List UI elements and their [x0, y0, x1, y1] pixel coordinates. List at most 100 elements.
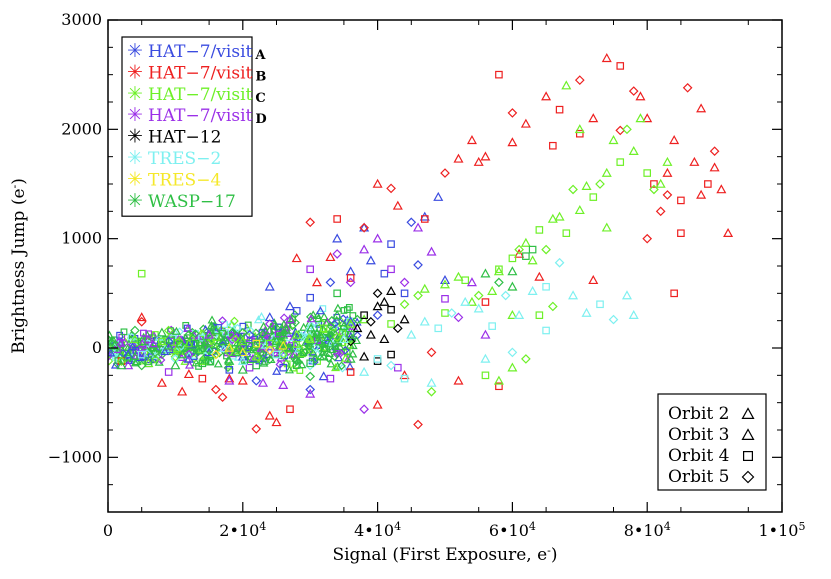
band-point — [213, 359, 223, 368]
legend-marker: ✳ — [127, 104, 143, 126]
data-point — [319, 324, 328, 333]
data-point — [306, 293, 315, 302]
data-point — [453, 271, 464, 281]
data-point — [345, 318, 356, 328]
series-legend: ✳ HAT−7/visit A✳ HAT−7/visit B✳ HAT−7/visit C✳… — [121, 36, 267, 217]
data-point — [507, 347, 518, 358]
y-tick-label: 2000 — [61, 119, 102, 138]
data-point — [595, 179, 605, 189]
band-point — [304, 333, 314, 342]
data-point — [311, 277, 322, 287]
band-point — [258, 329, 268, 339]
data-point — [372, 178, 383, 188]
data-point — [655, 178, 666, 188]
data-point — [554, 257, 565, 268]
data-point — [709, 162, 720, 172]
x-tick-label: 2•104 — [219, 520, 266, 541]
data-point — [345, 336, 356, 347]
band-point — [297, 360, 307, 369]
data-point — [359, 244, 370, 254]
band-point — [180, 356, 190, 365]
band-point — [269, 333, 279, 342]
band-point — [218, 344, 229, 353]
data-point — [473, 290, 484, 301]
data-point — [669, 135, 680, 145]
data-point — [137, 269, 146, 278]
band-point — [223, 355, 233, 364]
data-point — [379, 334, 390, 344]
data-points — [109, 53, 734, 434]
data-point — [480, 353, 491, 363]
band-point — [338, 363, 347, 373]
x-tick-label: 1•105 — [759, 520, 806, 541]
y-tick-label: 1000 — [61, 229, 102, 248]
data-point — [493, 266, 504, 276]
band-point — [154, 357, 164, 366]
data-point — [284, 342, 295, 352]
data-point — [305, 384, 316, 395]
band-point — [306, 314, 316, 323]
orbit-legend-symbol — [741, 407, 755, 419]
data-point — [527, 255, 538, 265]
band-point — [267, 332, 277, 341]
data-point — [386, 360, 396, 371]
data-point — [387, 305, 395, 314]
x-axis-title: Signal (First Exposure, e-) — [332, 544, 557, 566]
data-point — [278, 329, 289, 339]
data-point — [635, 91, 646, 101]
data-point — [466, 135, 477, 145]
data-point — [164, 368, 173, 376]
band-point — [299, 322, 309, 331]
band-point — [259, 321, 269, 330]
data-point — [616, 158, 625, 166]
data-point — [264, 410, 275, 420]
data-point — [581, 180, 592, 190]
data-point — [305, 371, 316, 382]
y-tick-label: −1000 — [48, 447, 102, 466]
legend-entry: HAT−12 — [148, 128, 221, 148]
data-point — [210, 325, 221, 335]
data-point — [365, 329, 376, 339]
data-point — [662, 156, 673, 166]
data-point — [197, 355, 208, 365]
x-tick-label: 0 — [103, 521, 113, 540]
data-point — [251, 351, 262, 361]
data-point — [225, 366, 234, 374]
data-point — [183, 338, 194, 348]
data-point — [360, 311, 368, 320]
band-point — [272, 366, 282, 375]
band-point — [160, 346, 170, 356]
data-point — [345, 266, 356, 276]
band-point — [279, 328, 289, 338]
y-tick-label: 3000 — [61, 10, 102, 29]
data-point — [413, 260, 423, 270]
data-point — [278, 379, 289, 389]
data-point — [709, 146, 720, 157]
x-axis: 0 2•104 4•104 6•104 8•104 1•105 — [103, 20, 806, 541]
band-point — [198, 328, 208, 338]
series-0 — [123, 191, 451, 395]
band-point — [171, 326, 181, 335]
data-point — [453, 153, 464, 163]
orbit-legend-label: Orbit 2 — [668, 404, 729, 424]
series-1 — [117, 53, 734, 434]
band-point — [315, 329, 326, 339]
band-point — [233, 323, 242, 333]
data-point — [419, 211, 430, 221]
data-point — [487, 285, 498, 295]
band-point — [110, 360, 120, 369]
data-point — [252, 361, 261, 370]
band-point — [200, 337, 210, 346]
data-point — [224, 375, 235, 385]
data-point — [123, 351, 134, 361]
data-point — [137, 350, 146, 359]
y-axis: −1000 0 1000 2000 3000 — [48, 10, 782, 513]
band-point — [295, 349, 305, 359]
data-point — [372, 288, 383, 299]
band-point — [306, 323, 316, 332]
data-point — [345, 353, 356, 363]
data-point — [318, 351, 329, 361]
data-point — [514, 248, 525, 258]
